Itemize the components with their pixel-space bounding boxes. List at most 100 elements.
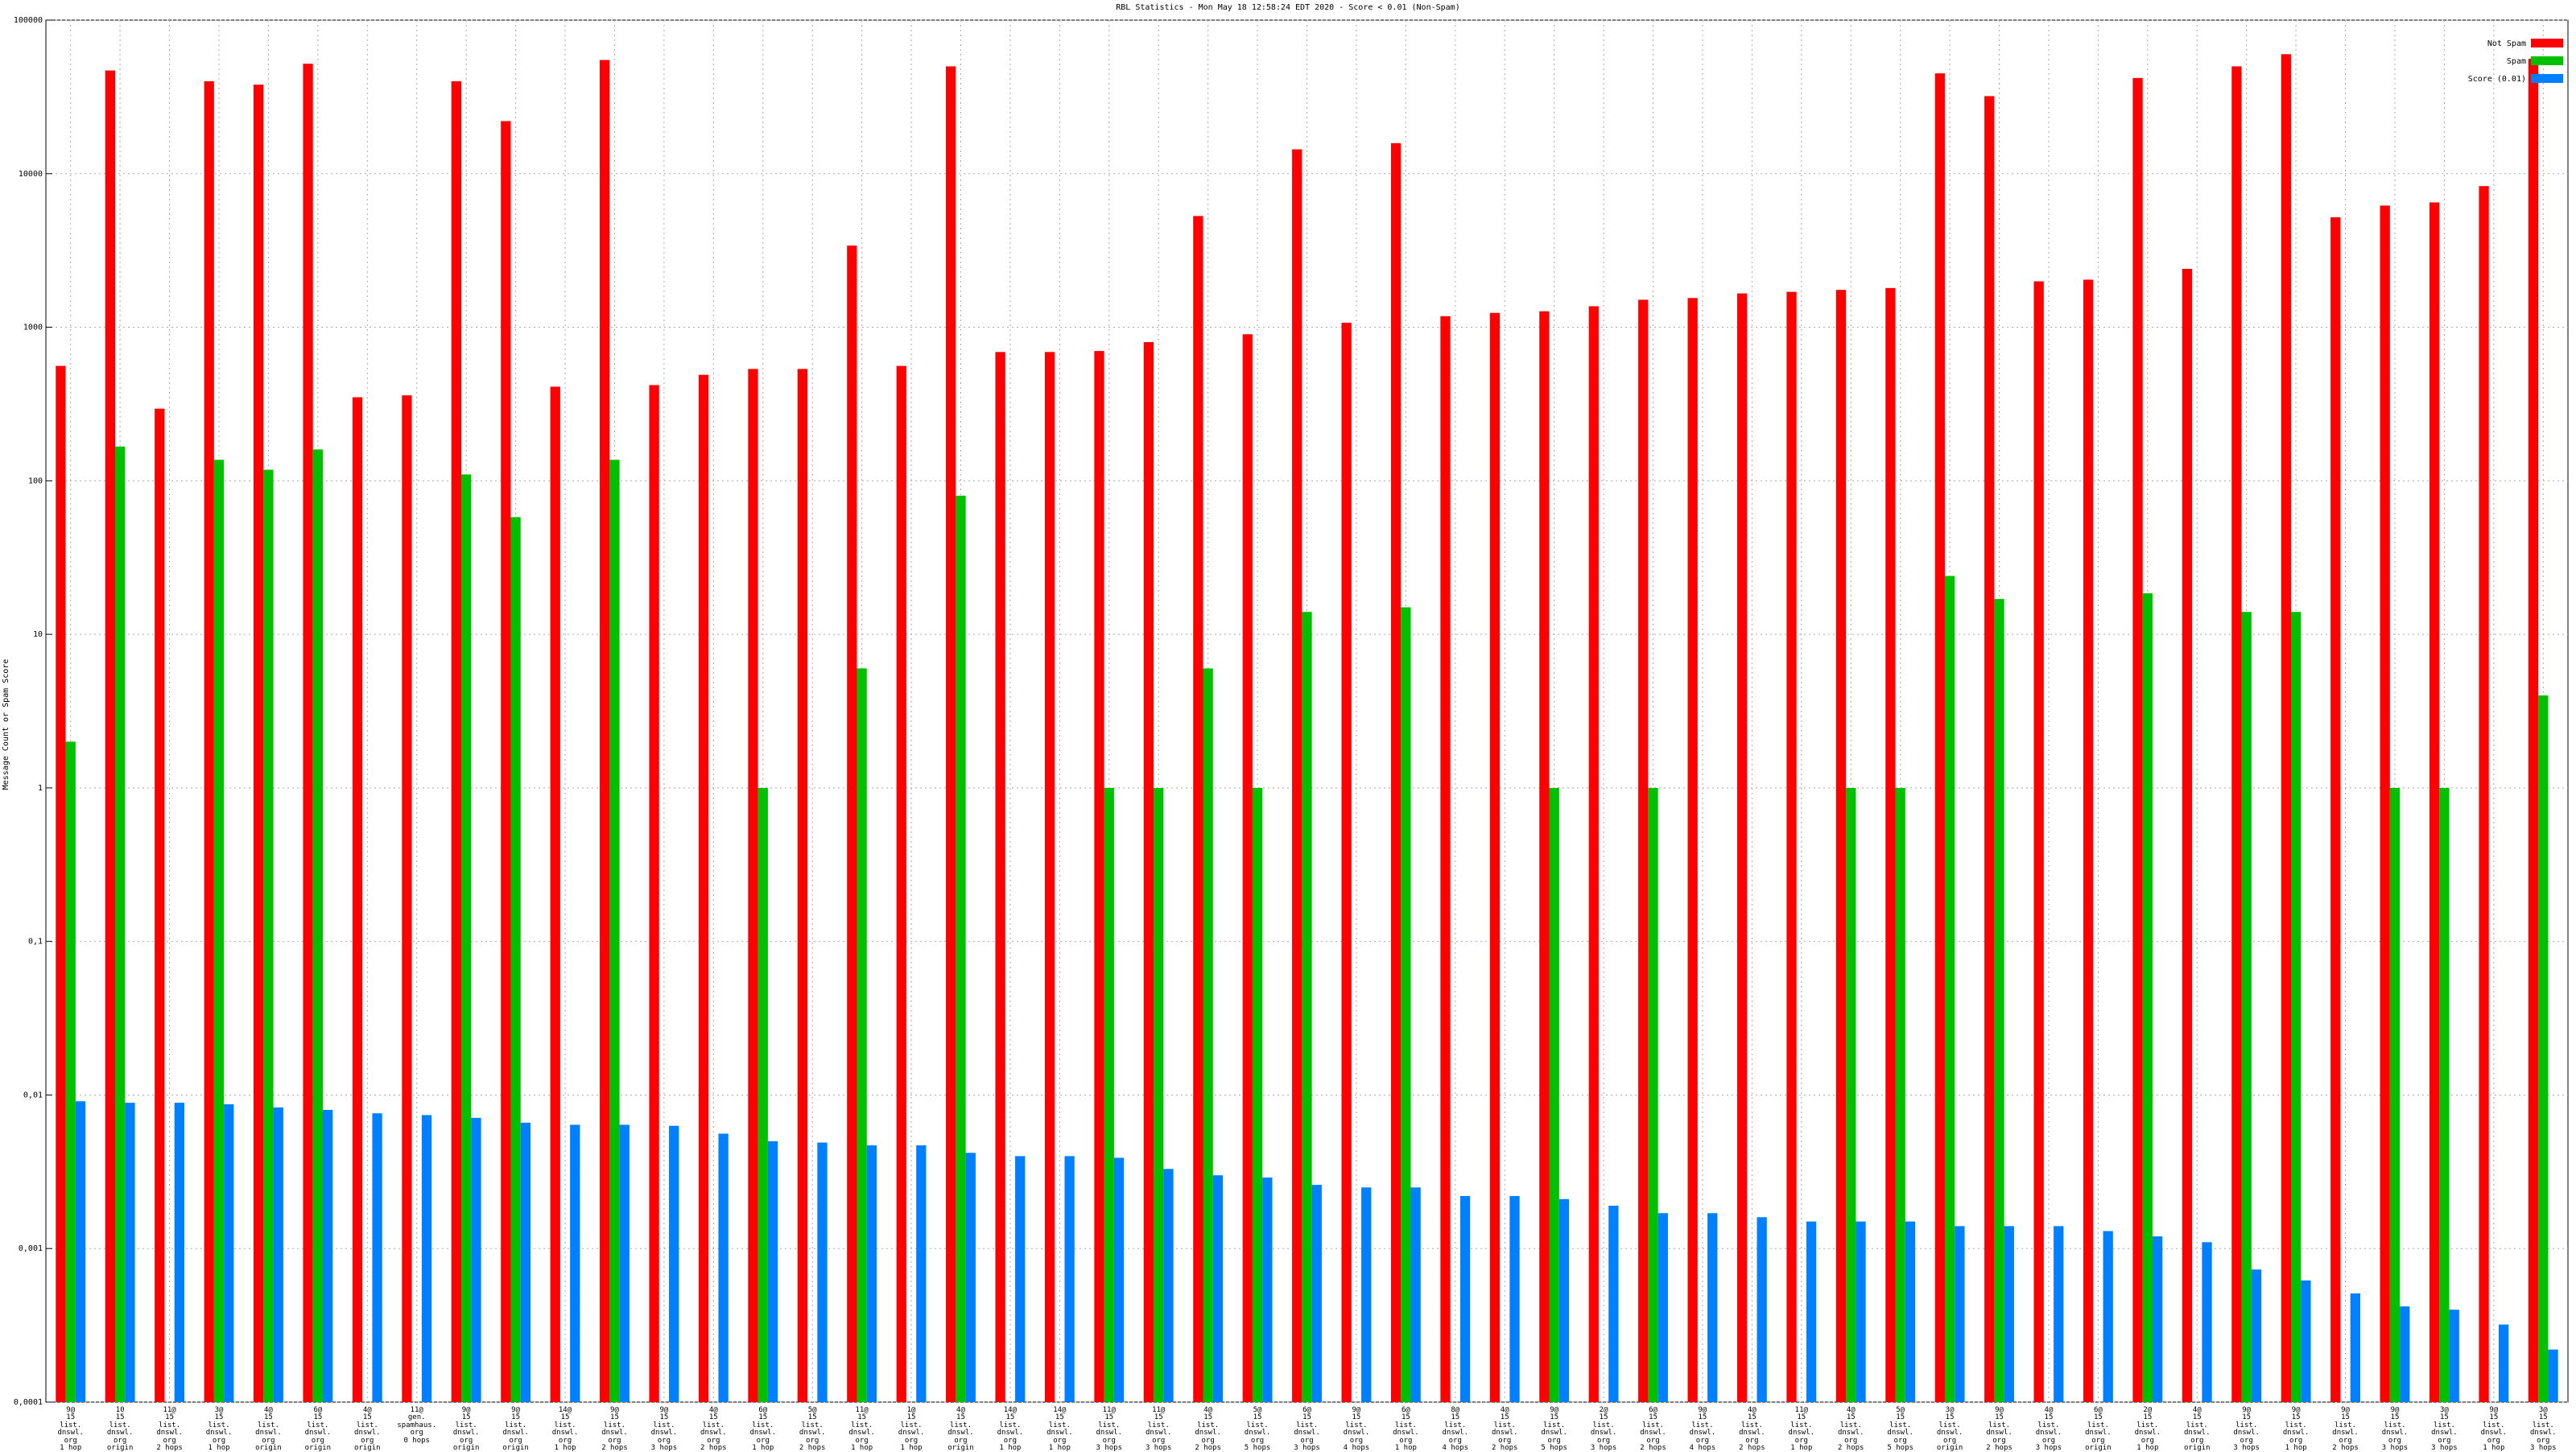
bar (619, 1124, 630, 1402)
bar (748, 369, 758, 1402)
x-tick-label: 4@ 15 list. dnswl. org 2 hops (1739, 1406, 1765, 1452)
bar (600, 60, 610, 1402)
bar (1786, 291, 1797, 1402)
bar (946, 66, 956, 1403)
bar (1193, 216, 1203, 1402)
bar (2083, 279, 2094, 1402)
bar (1657, 1213, 1668, 1402)
bar (1262, 1178, 1273, 1402)
chart-title: RBL Statistics - Mon May 18 12:58:24 EDT… (1116, 3, 1459, 12)
bar (896, 365, 906, 1402)
x-tick-label: 9@ 15 list. dnswl. org 1 hop (2282, 1406, 2310, 1452)
bar (2281, 54, 2291, 1402)
bar (2548, 1349, 2558, 1402)
x-tick-label: 11@ gen. spamhaus. org 0 hops (397, 1406, 437, 1445)
legend-swatch (2531, 74, 2563, 83)
legend-label: Spam (2507, 57, 2526, 66)
bar (402, 395, 412, 1403)
bar (1489, 312, 1501, 1402)
bar (2498, 1324, 2509, 1402)
x-tick-label: 14@ 15 list. dnswl. org 1 hop (1046, 1406, 1073, 1452)
x-tick-label: 11@ 15 list. dnswl. org 3 hops (1096, 1406, 1123, 1452)
bar (105, 70, 116, 1403)
x-tick-label: 4@ 15 list. dnswl. org 3 hops (2035, 1406, 2062, 1452)
bar (2142, 593, 2153, 1402)
x-tick-label: 4@ 15 list. dnswl. org origin (354, 1406, 381, 1452)
bar (2528, 59, 2539, 1402)
bar (1401, 607, 1411, 1402)
x-tick-label: 9@ 15 list. dnswl. org 1 hop (57, 1406, 84, 1452)
x-tick-label: 6@ 15 list. dnswl. org origin (304, 1406, 332, 1452)
bar (1707, 1213, 1718, 1402)
x-tick-label: 9@ 15 list. dnswl. org 4 hops (1343, 1406, 1370, 1452)
x-tick-label: 11@ 15 list. dnswl. org 2 hops (156, 1406, 183, 1452)
y-tick-label: 0,0001 (14, 1398, 43, 1407)
bar (1835, 290, 1847, 1402)
bar (2182, 269, 2193, 1402)
bar (204, 80, 214, 1403)
x-tick-label: 2@ 15 list. dnswl. org 1 hop (2134, 1406, 2161, 1452)
bar (352, 397, 363, 1402)
bar (1757, 1217, 1767, 1402)
y-tick-label: 10 (33, 630, 43, 639)
x-tick-label: 9@ 15 list. dnswl. org 4 hops (1689, 1406, 1716, 1452)
x-tick-label: 1@ 15 list. dnswl. org 1 hop (898, 1406, 925, 1452)
bar (1064, 1156, 1075, 1402)
bar (56, 365, 66, 1402)
bar (303, 64, 313, 1402)
bar (1440, 316, 1451, 1403)
bar (2033, 281, 2044, 1402)
bar (263, 469, 274, 1402)
bar (125, 1103, 135, 1402)
x-tick-label: 3@ 15 list. dnswl. org 3 hops (2530, 1406, 2557, 1452)
bar (2251, 1269, 2262, 1402)
bar (995, 352, 1005, 1402)
bar (471, 1117, 481, 1402)
bar (1044, 352, 1055, 1402)
bar (1856, 1221, 1866, 1402)
bar (956, 495, 966, 1403)
bar (421, 1115, 432, 1402)
bar (2290, 612, 2301, 1402)
bar (669, 1125, 679, 1402)
bar (273, 1107, 283, 1402)
bar (520, 1122, 531, 1402)
bar (1390, 142, 1402, 1402)
y-tick-label: 0,01 (23, 1091, 43, 1099)
y-tick-label: 0,1 (28, 938, 43, 947)
bar (1608, 1206, 1619, 1402)
x-tick-label: 9@ 15 list. dnswl. org origin (502, 1406, 529, 1452)
bar (758, 787, 768, 1402)
bar (817, 1142, 828, 1402)
bar (1955, 1226, 1965, 1402)
x-tick-label: 9@ 15 list. dnswl. org 2 hops (2332, 1406, 2359, 1452)
bar (2132, 77, 2143, 1403)
x-tick-label: 5@ 15 list. dnswl. org 5 hops (1887, 1406, 1913, 1452)
bar (1154, 787, 1164, 1402)
bar (2330, 217, 2341, 1403)
x-tick-label: 10 15 list. dnswl. org origin (106, 1406, 134, 1452)
bar (2054, 1226, 2064, 1402)
x-tick-label: 14@ 15 list. dnswl. org 1 hop (551, 1406, 579, 1452)
x-tick-label: 4@ 15 list. dnswl. org origin (255, 1406, 282, 1452)
x-tick-label: 6@ 15 list. dnswl. org 2 hops (1640, 1406, 1666, 1452)
bar (213, 460, 225, 1403)
y-axis-label: Message Count or Spam Score (2, 659, 10, 790)
bar (1252, 787, 1263, 1402)
bar (1806, 1221, 1817, 1402)
bar (1104, 787, 1114, 1402)
bar (224, 1103, 234, 1402)
bar (1015, 1156, 1026, 1402)
bar (1203, 668, 1213, 1402)
bar (1292, 149, 1302, 1403)
x-tick-label: 4@ 15 list. dnswl. org 2 hops (1837, 1406, 1864, 1452)
bar (2389, 787, 2401, 1402)
bar (1113, 1157, 1125, 1402)
bar (2538, 695, 2549, 1402)
x-tick-label: 3@ 15 list. dnswl. org 1 hop (205, 1406, 233, 1452)
bar (2429, 202, 2440, 1403)
x-tick-label: 4@ 15 list. dnswl. org 2 hops (1195, 1406, 1221, 1452)
bar (698, 374, 709, 1402)
bar (1341, 322, 1352, 1402)
